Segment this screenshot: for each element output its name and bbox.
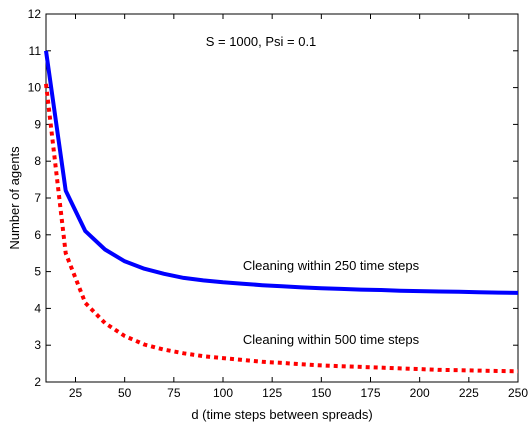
annotation-cleaning-500: Cleaning within 500 time steps [243, 332, 420, 347]
x-tick-label: 25 [69, 386, 83, 400]
x-tick-label: 225 [459, 386, 479, 400]
y-tick-label: 6 [34, 228, 41, 242]
y-tick-label: 12 [28, 7, 42, 21]
axis-ticks [46, 13, 519, 383]
y-tick-label: 8 [34, 154, 41, 168]
axis-tick-labels: 25 50 75 100 125 150 175 200 225 250 2 3 4 5 6 7 8 9 10 11 1… [28, 7, 529, 400]
x-tick-label: 250 [508, 386, 528, 400]
y-tick-label: 5 [34, 265, 41, 279]
x-tick-label: 50 [118, 386, 132, 400]
y-tick-label: 3 [34, 338, 41, 352]
x-tick-label: 100 [213, 386, 233, 400]
x-tick-label: 125 [262, 386, 282, 400]
x-tick-label: 200 [410, 386, 430, 400]
annotation-params: S = 1000, Psi = 0.1 [206, 34, 317, 49]
y-tick-label: 2 [34, 375, 41, 389]
y-tick-label: 11 [29, 44, 42, 58]
y-axis-title: Number of agents [7, 146, 22, 250]
series-layer [44, 50, 519, 374]
x-axis-title: d (time steps between spreads) [191, 407, 372, 422]
y-tick-label: 7 [34, 191, 41, 205]
x-tick-label: 150 [311, 386, 331, 400]
plot-area [45, 13, 519, 383]
y-tick-label: 9 [34, 117, 41, 131]
series-line-1 [44, 50, 519, 295]
series-line-2 [44, 83, 519, 374]
x-tick-label: 175 [360, 386, 380, 400]
x-tick-label: 75 [167, 386, 181, 400]
y-tick-label: 4 [34, 301, 41, 315]
y-tick-label: 10 [28, 81, 42, 95]
annotation-cleaning-250: Cleaning within 250 time steps [243, 258, 420, 273]
